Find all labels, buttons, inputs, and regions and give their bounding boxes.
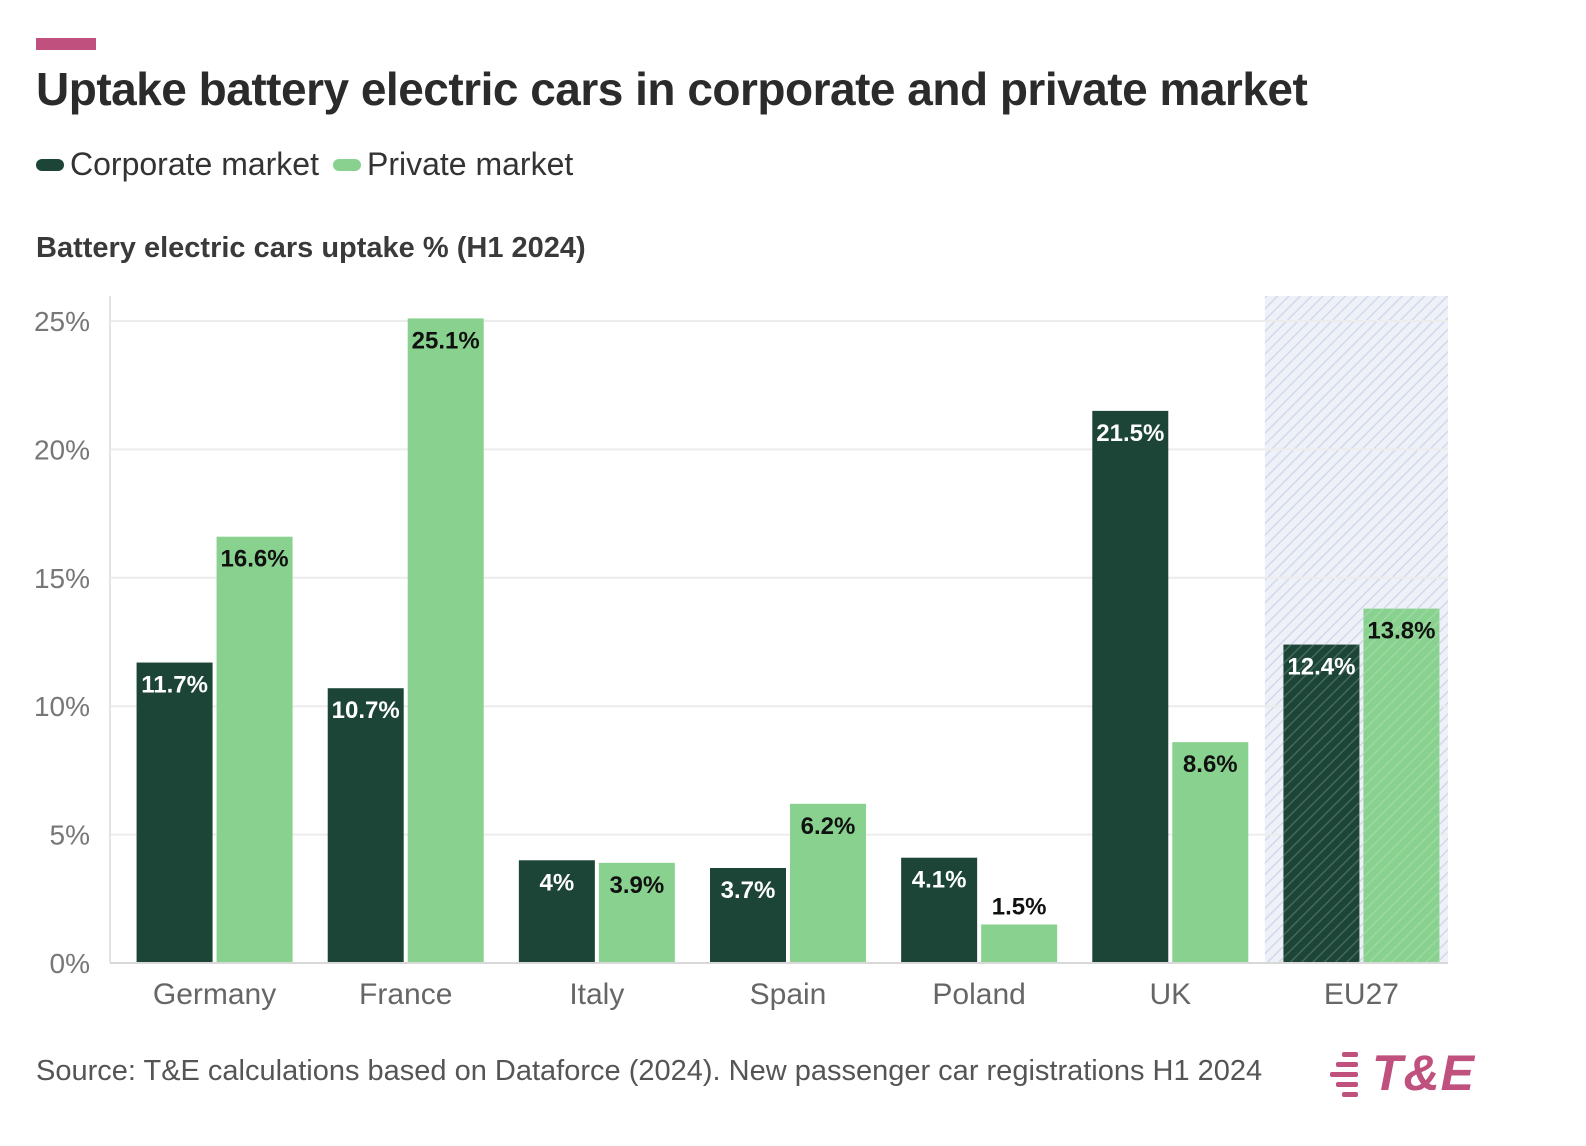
- data-label-private-germany: 16.6%: [221, 546, 289, 573]
- bar-corporate-france: [327, 688, 404, 963]
- data-label-corporate-germany: 11.7%: [141, 672, 208, 699]
- data-label-private-spain: 6.2%: [801, 813, 856, 840]
- x-tick-label-uk: UK: [1149, 978, 1191, 1011]
- y-tick-label-5: 5%: [50, 820, 90, 851]
- bar-corporate-uk: [1092, 410, 1169, 963]
- bar-private-uk: [1172, 742, 1249, 963]
- source-note: Source: T&E calculations based on Datafo…: [36, 1055, 1263, 1087]
- data-label-private-italy: 3.9%: [610, 872, 665, 899]
- bar-private-italy: [598, 862, 675, 963]
- bar-chart: 11.7% 16.6% 10.7% 25.1% 4% 3.9% 3.7% 6.2% 4.1% 1.…: [34, 296, 1448, 1011]
- data-label-corporate-uk: 21.5%: [1096, 420, 1164, 447]
- bar-corporate-spain: [710, 867, 786, 963]
- bar-corporate-eu27-hatch: [1283, 644, 1360, 963]
- bar-corporate-italy: [518, 860, 595, 963]
- y-tick-label-10: 10%: [34, 691, 90, 722]
- x-tick-label-germany: Germany: [153, 978, 276, 1011]
- bar-private-eu27-hatch: [1363, 608, 1440, 963]
- y-tick-label-25: 25%: [34, 306, 90, 337]
- data-label-private-poland: 1.5%: [992, 893, 1047, 920]
- bar-private-poland: [981, 924, 1058, 963]
- legend-item-private[interactable]: Private market: [332, 146, 574, 183]
- data-label-corporate-eu27: 12.4%: [1287, 654, 1355, 681]
- data-label-corporate-italy: 4%: [540, 869, 575, 896]
- te-logo-text: T&E: [1372, 1045, 1475, 1101]
- x-tick-label-eu27: EU27: [1324, 978, 1399, 1011]
- legend-swatch-corporate: [36, 158, 64, 171]
- x-tick-label-france: France: [359, 978, 452, 1011]
- x-tick-label-poland: Poland: [932, 978, 1025, 1011]
- bar-corporate-poland: [901, 857, 978, 963]
- x-tick-label-spain: Spain: [750, 978, 827, 1011]
- legend: Corporate market Private market: [36, 146, 587, 183]
- te-logo: T&E: [1328, 1044, 1475, 1102]
- y-tick-label-20: 20%: [34, 434, 90, 465]
- y-tick-label-15: 15%: [34, 563, 90, 594]
- data-label-private-eu27: 13.8%: [1367, 618, 1435, 645]
- data-label-private-france: 25.1%: [412, 327, 480, 354]
- data-label-corporate-france: 10.7%: [332, 697, 400, 724]
- title-accent-bar: [36, 38, 96, 50]
- legend-swatch-private: [332, 158, 361, 171]
- legend-item-corporate[interactable]: Corporate market: [36, 146, 319, 183]
- data-label-private-uk: 8.6%: [1183, 751, 1238, 778]
- bar-corporate-germany: [136, 662, 213, 963]
- chart-title: Uptake battery electric cars in corporat…: [36, 63, 1308, 115]
- bar-private-spain: [790, 803, 866, 963]
- te-logo-mark-icon: [1328, 1050, 1358, 1097]
- data-label-corporate-poland: 4.1%: [912, 867, 967, 894]
- x-tick-label-italy: Italy: [569, 978, 624, 1011]
- data-label-corporate-spain: 3.7%: [721, 877, 776, 904]
- legend-label-private: Private market: [366, 146, 574, 182]
- legend-label-corporate: Corporate market: [70, 146, 319, 182]
- bar-private-france: [407, 318, 484, 963]
- chart-subtitle: Battery electric cars uptake % (H1 2024): [36, 232, 586, 264]
- bar-private-germany: [216, 536, 293, 963]
- y-tick-label-0: 0%: [50, 948, 90, 979]
